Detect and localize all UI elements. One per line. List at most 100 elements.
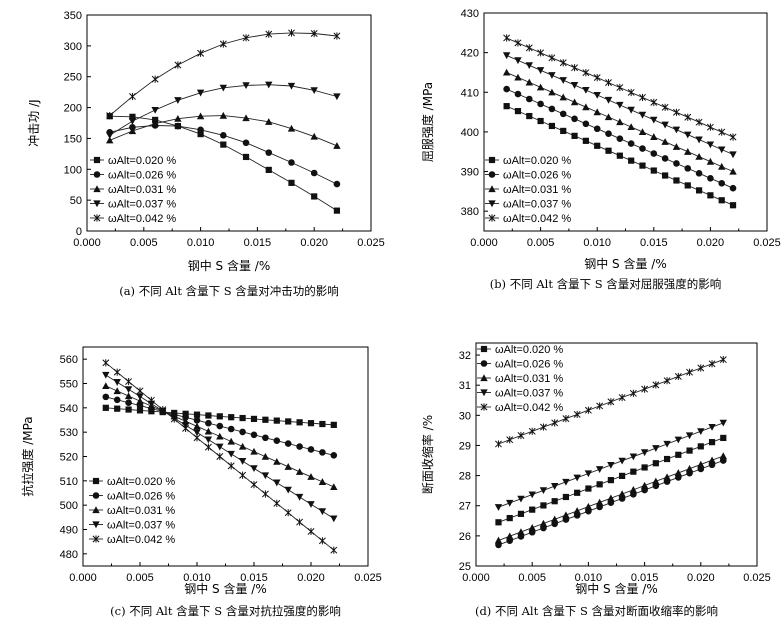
data-point <box>265 149 273 156</box>
data-point <box>559 59 567 67</box>
data-point <box>287 82 296 90</box>
legend-marker <box>488 171 496 178</box>
series-5 <box>503 34 737 141</box>
data-point <box>638 111 647 119</box>
data-point <box>560 127 567 135</box>
data-point <box>639 145 646 152</box>
data-point <box>239 471 247 479</box>
x-tick-label: 0.010 <box>583 237 611 249</box>
data-point <box>228 414 235 421</box>
data-point <box>729 202 737 209</box>
x-tick-label: 0.010 <box>187 237 215 249</box>
data-point <box>638 128 647 136</box>
data-point <box>330 421 337 428</box>
y-tick-label: 25 <box>459 561 471 573</box>
data-point <box>216 443 224 451</box>
data-point <box>284 463 292 470</box>
data-point <box>242 153 250 161</box>
data-point <box>238 458 247 465</box>
x-tick-label: 0.005 <box>527 237 555 249</box>
data-point <box>261 452 270 460</box>
data-point <box>639 93 646 102</box>
data-point <box>548 105 556 113</box>
x-tick-label: 0.020 <box>687 572 715 584</box>
y-tick-label: 350 <box>64 10 82 22</box>
legend-marker <box>93 214 101 222</box>
data-point <box>136 393 144 401</box>
data-point <box>288 179 295 186</box>
x-tick-label: 0.000 <box>73 237 101 249</box>
data-point <box>684 182 691 189</box>
data-point <box>672 126 681 134</box>
y-tick-label: 300 <box>64 41 82 53</box>
y-tick-label: 30 <box>459 410 471 422</box>
data-point <box>250 431 258 439</box>
y-tick-label: 410 <box>461 87 479 99</box>
data-point <box>205 412 212 419</box>
data-point <box>652 381 660 389</box>
data-point <box>718 162 726 170</box>
legend-label: ωAlt=0.042 % <box>503 213 571 225</box>
data-point <box>196 112 205 120</box>
series-3 <box>102 382 338 491</box>
data-point <box>719 452 727 460</box>
data-point <box>686 447 693 454</box>
data-point <box>697 428 705 435</box>
data-point <box>124 386 133 394</box>
data-point <box>674 469 683 476</box>
data-point <box>663 377 671 385</box>
data-point <box>707 192 714 199</box>
data-point <box>686 368 694 376</box>
data-point <box>684 113 692 121</box>
data-point <box>629 486 638 493</box>
legend-marker <box>93 185 101 193</box>
legend-marker <box>480 374 488 382</box>
data-point <box>273 417 280 424</box>
data-point <box>641 385 649 393</box>
data-point <box>284 440 292 447</box>
data-point <box>706 141 715 149</box>
data-point <box>514 108 522 115</box>
data-point <box>265 166 272 174</box>
data-point <box>573 474 581 482</box>
data-point <box>652 445 660 452</box>
x-tick-label: 0.010 <box>575 572 603 584</box>
x-tick-label: 0.020 <box>300 237 328 249</box>
data-point <box>573 507 581 514</box>
data-point <box>593 108 601 116</box>
panel-a: 0.000 0.005 0.010 0.015 0.020 0.025 0 50 100 150 2… <box>26 10 385 298</box>
x-tick-label: 0.010 <box>183 572 211 584</box>
series-4 <box>502 52 737 159</box>
data-point <box>125 406 132 413</box>
y-tick-label: 510 <box>60 476 78 488</box>
data-point <box>551 419 559 427</box>
y-tick-label: 26 <box>459 531 471 543</box>
x-tick-label: 0.025 <box>753 237 781 249</box>
data-point <box>265 118 273 125</box>
x-tick-label: 0.015 <box>244 237 272 249</box>
data-point <box>219 84 228 92</box>
data-point <box>574 489 581 496</box>
data-point <box>539 423 547 431</box>
data-point <box>262 416 269 423</box>
y-tick-label: 480 <box>60 549 78 561</box>
data-point <box>106 136 114 144</box>
data-point <box>182 424 190 432</box>
data-point <box>718 197 725 204</box>
data-point <box>605 147 612 154</box>
data-point <box>125 377 133 386</box>
data-point <box>242 114 250 122</box>
y-axis-label: 断面收缩率 /% <box>420 415 435 494</box>
x-axis-label: 钢中 S 含量 /% <box>575 581 658 596</box>
data-point <box>570 82 579 89</box>
data-point <box>330 515 338 523</box>
data-point <box>265 30 273 38</box>
data-point <box>239 414 246 422</box>
legend-marker <box>92 492 100 499</box>
y-tick-label: 31 <box>459 380 471 392</box>
y-tick-label: 430 <box>461 8 479 20</box>
data-point <box>604 113 613 121</box>
data-point <box>151 106 159 114</box>
legend: ωAlt=0.020 % ωAlt=0.026 % ωAlt=0.031 % ωAlt… <box>477 344 563 414</box>
data-point <box>616 101 624 109</box>
